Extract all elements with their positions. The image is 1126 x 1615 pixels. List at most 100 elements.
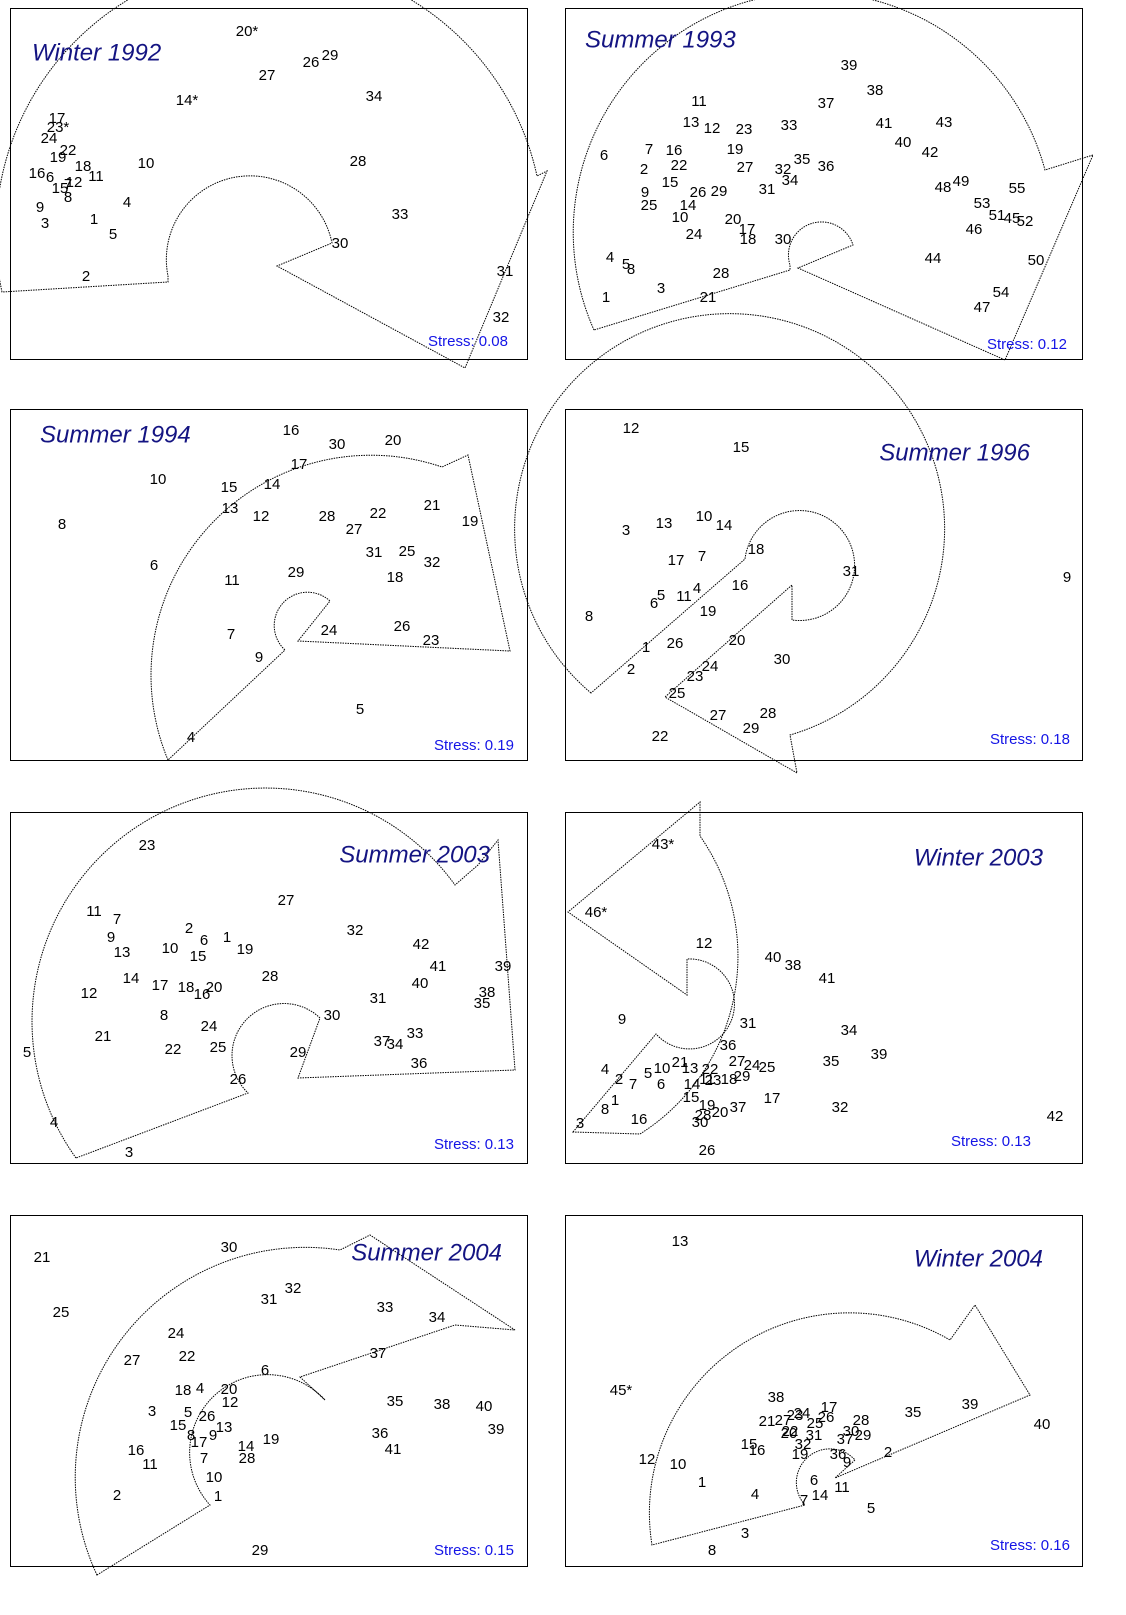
sample-point: 6 (657, 1076, 665, 1093)
sample-point: 36 (818, 158, 835, 175)
sample-point: 1 (611, 1092, 619, 1109)
sample-point: 6 (650, 595, 658, 612)
sample-point: 26 (699, 1142, 716, 1159)
sample-point: 28 (760, 705, 777, 722)
sample-point: 6 (600, 147, 608, 164)
trajectory-arrow (514, 313, 946, 774)
sample-point: 29 (711, 183, 728, 200)
sample-point: 11 (86, 903, 102, 920)
stress-label: Stress: 0.15 (434, 1542, 514, 1559)
sample-point: 32 (285, 1280, 302, 1297)
sample-point: 49 (953, 173, 970, 190)
sample-point: 41 (385, 1441, 402, 1458)
sample-point: 29 (855, 1427, 872, 1444)
sample-point: 9 (1063, 569, 1071, 586)
sample-point: 36 (411, 1055, 428, 1072)
sample-point: 5 (644, 1065, 652, 1082)
sample-point: 43* (652, 836, 675, 853)
sample-point: 42 (413, 936, 430, 953)
panel-title: Summer 1993 (585, 26, 736, 53)
sample-point: 3 (125, 1144, 133, 1161)
panel-title: Winter 1992 (32, 39, 161, 66)
sample-point: 2 (627, 661, 635, 678)
sample-point: 34 (366, 88, 383, 105)
sample-point: 22 (179, 1348, 196, 1365)
sample-point: 14 (680, 197, 697, 214)
trajectory-arrow (0, 0, 548, 369)
sample-point: 35 (387, 1393, 404, 1410)
sample-point: 17 (49, 110, 66, 127)
sample-point: 38 (867, 82, 884, 99)
sample-point: 21 (672, 1054, 689, 1071)
sample-point: 26 (667, 635, 684, 652)
panel-frame (10, 812, 528, 1164)
sample-point: 29 (290, 1044, 307, 1061)
sample-point: 7 (800, 1492, 808, 1509)
sample-point: 4 (601, 1061, 609, 1078)
panel-title: Summer 2003 (339, 841, 490, 868)
sample-point: 19 (237, 941, 254, 958)
sample-point: 32 (347, 922, 364, 939)
sample-point: 8 (187, 1427, 195, 1444)
sample-point: 9 (255, 649, 263, 666)
sample-point: 16 (631, 1111, 648, 1128)
sample-point: 38 (434, 1396, 451, 1413)
panel-title: Summer 1994 (40, 421, 191, 448)
sample-point: 46 (966, 221, 983, 238)
sample-point: 19 (727, 141, 744, 158)
sample-point: 18 (387, 569, 404, 586)
sample-point: 51 (989, 207, 1006, 224)
sample-point: 7 (113, 911, 121, 928)
sample-point: 15 (662, 174, 679, 191)
sample-point: 42 (922, 144, 939, 161)
sample-point: 16 (732, 577, 749, 594)
sample-point: 6 (261, 1362, 269, 1379)
sample-point: 3 (741, 1525, 749, 1542)
sample-point: 37 (730, 1099, 747, 1116)
sample-point: 8 (58, 516, 66, 533)
sample-point: 6 (46, 169, 54, 186)
sample-point: 1 (602, 289, 610, 306)
sample-point: 22 (165, 1041, 182, 1058)
sample-point: 24 (744, 1057, 761, 1074)
sample-point: 50 (1028, 252, 1045, 269)
sample-point: 23 (139, 837, 156, 854)
sample-point: 15 (741, 1436, 758, 1453)
sample-point: 25 (807, 1415, 824, 1432)
sample-point: 31 (740, 1015, 757, 1032)
sample-point: 10 (696, 508, 713, 525)
sample-point: 11 (834, 1479, 850, 1496)
sample-point: 40 (895, 134, 912, 151)
panel: Summer 1994 Stress: 0.19 16 30 20 17 10 15 14 21 1… (10, 409, 528, 761)
sample-point: 15 (683, 1089, 700, 1106)
sample-point: 17 (668, 552, 685, 569)
sample-point: 18 (721, 1071, 738, 1088)
sample-point: 33 (781, 117, 798, 134)
sample-point: 6 (810, 1472, 818, 1489)
sample-point: 25 (53, 1304, 70, 1321)
sample-point: 18 (175, 1382, 192, 1399)
sample-point: 23* (47, 119, 70, 136)
sample-point: 43 (936, 114, 953, 131)
sample-point: 31 (843, 563, 860, 580)
sample-point: 32 (832, 1099, 849, 1116)
sample-point: 25 (399, 543, 416, 560)
sample-point: 35 (474, 995, 491, 1012)
sample-point: 39 (841, 57, 858, 74)
sample-point: 26 (394, 618, 411, 635)
sample-point: 25 (641, 197, 658, 214)
stress-label: Stress: 0.18 (990, 731, 1070, 748)
sample-point: 33 (407, 1025, 424, 1042)
sample-point: 32 (775, 161, 792, 178)
sample-point: 29 (734, 1068, 751, 1085)
sample-point: 24 (794, 1405, 811, 1422)
sample-point: 2 (640, 161, 648, 178)
sample-point: 24 (702, 658, 719, 675)
sample-point: 13 (656, 515, 673, 532)
sample-point: 31 (261, 1291, 278, 1308)
sample-point: 24 (201, 1018, 218, 1035)
